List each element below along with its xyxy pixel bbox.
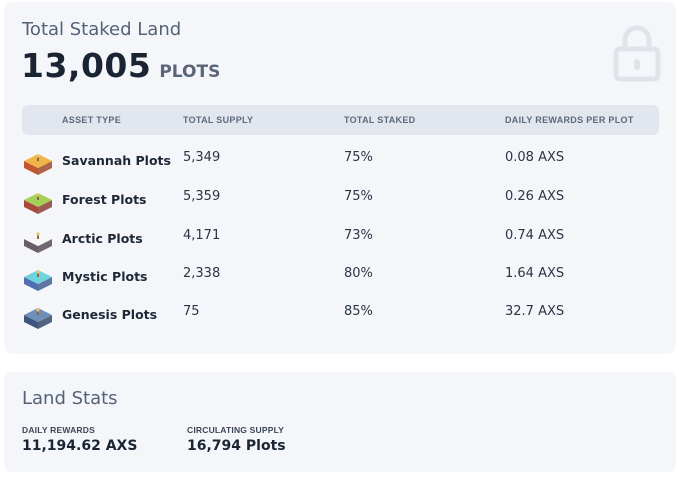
- table-row-mystic: Mystic Plots 2,338 80% 1.64 AXS: [22, 264, 659, 302]
- plot-supply: 4,171: [183, 228, 221, 243]
- genesis-plot-icon: [24, 308, 52, 329]
- header-asset-type: ASSET TYPE: [62, 115, 122, 125]
- plot-staked: 85%: [344, 304, 373, 319]
- plot-name: Mystic Plots: [62, 269, 148, 284]
- plot-rewards: 0.74 AXS: [505, 228, 565, 243]
- circulating-supply-value: 16,794 Plots: [187, 438, 286, 454]
- daily-rewards-label: DAILY REWARDS: [22, 425, 95, 435]
- plot-rewards: 32.7 AXS: [505, 304, 565, 319]
- table-header: ASSET TYPE TOTAL SUPPLY TOTAL STAKED DAI…: [22, 105, 659, 135]
- lock-icon: [613, 25, 661, 82]
- total-staked-value: 13,005: [21, 46, 152, 85]
- arctic-plot-icon: [24, 232, 52, 253]
- land-stats-card: Land Stats DAILY REWARDS 11,194.62 AXS C…: [4, 372, 676, 472]
- plot-name: Savannah Plots: [62, 153, 171, 168]
- table-row-arctic: Arctic Plots 4,171 73% 0.74 AXS: [22, 226, 659, 264]
- total-staked-unit: PLOTS: [159, 62, 221, 82]
- header-total-supply: TOTAL SUPPLY: [183, 115, 254, 125]
- plot-staked: 73%: [344, 228, 373, 243]
- plot-supply: 5,359: [183, 189, 221, 204]
- circulating-supply-label: CIRCULATING SUPPLY: [187, 425, 285, 435]
- plot-name: Genesis Plots: [62, 307, 158, 322]
- plot-supply: 75: [183, 304, 200, 319]
- plot-rewards: 0.08 AXS: [505, 150, 565, 165]
- land-stats-title: Land Stats: [22, 388, 118, 409]
- mystic-plot-icon: [24, 270, 52, 291]
- plot-rewards: 0.26 AXS: [505, 189, 565, 204]
- total-staked-card: Total Staked Land 13,005 PLOTS ASSET TYP…: [4, 2, 676, 354]
- plot-name: Forest Plots: [62, 192, 147, 207]
- daily-rewards-value: 11,194.62 AXS: [22, 438, 138, 454]
- table-row-genesis: Genesis Plots 75 85% 32.7 AXS: [22, 302, 659, 340]
- plot-rewards: 1.64 AXS: [505, 266, 565, 281]
- table-row-forest: Forest Plots 5,359 75% 0.26 AXS: [22, 187, 659, 225]
- plot-supply: 2,338: [183, 266, 221, 281]
- savannah-plot-icon: [24, 154, 52, 175]
- staked-title: Total Staked Land: [22, 19, 182, 40]
- plot-staked: 75%: [344, 189, 373, 204]
- forest-plot-icon: [24, 193, 52, 214]
- table-row-savannah: Savannah Plots 5,349 75% 0.08 AXS: [22, 148, 659, 186]
- plot-name: Arctic Plots: [62, 231, 143, 246]
- total-staked-summary: 13,005 PLOTS: [21, 46, 220, 85]
- header-daily-rewards: DAILY REWARDS PER PLOT: [505, 115, 634, 125]
- plot-staked: 80%: [344, 266, 373, 281]
- plot-staked: 75%: [344, 150, 373, 165]
- plot-supply: 5,349: [183, 150, 221, 165]
- header-total-staked: TOTAL STAKED: [344, 115, 416, 125]
